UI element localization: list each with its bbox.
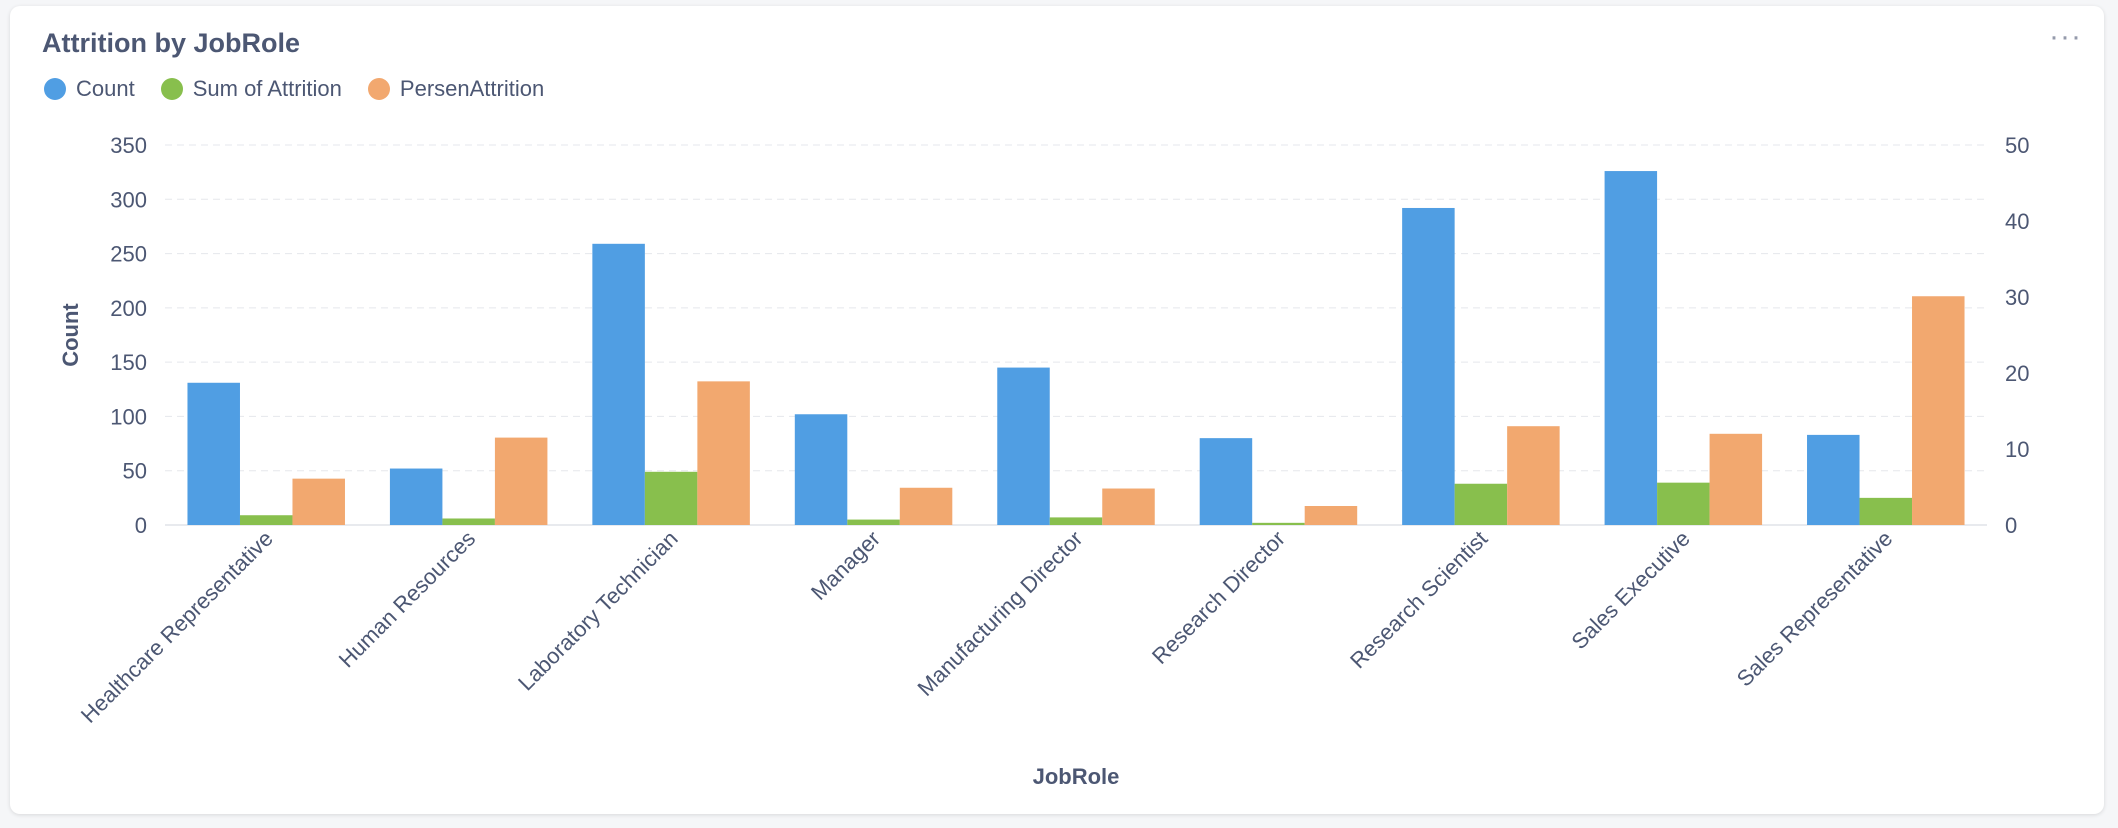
y-tick-label: 0 — [135, 513, 147, 538]
y2-tick-label: 50 — [2005, 133, 2029, 158]
bar-sum-of-attrition[interactable] — [847, 519, 900, 525]
y-tick-label: 150 — [110, 350, 147, 375]
bar-sum-of-attrition[interactable] — [239, 515, 293, 525]
bar-sum-of-attrition[interactable] — [1252, 522, 1305, 525]
legend-dot — [367, 78, 390, 100]
chart-title: Attrition by JobRole — [42, 28, 300, 58]
bar-persenattrition[interactable] — [1709, 433, 1763, 525]
x-tick-label: Sales Executive — [1567, 526, 1695, 654]
y-tick-label: 350 — [110, 133, 147, 158]
y-tick-label: 300 — [110, 187, 147, 212]
bar-count[interactable] — [592, 243, 645, 526]
bar-count[interactable] — [794, 414, 848, 525]
y2-tick-label: 10 — [2005, 437, 2029, 462]
bar-sum-of-attrition[interactable] — [1049, 517, 1103, 525]
bar-persenattrition[interactable] — [1912, 296, 1965, 525]
bar-persenattrition[interactable] — [697, 381, 750, 525]
legend-dot — [44, 78, 66, 100]
legend-item[interactable]: Count — [44, 76, 135, 102]
bar-sum-of-attrition[interactable] — [644, 471, 698, 525]
bar-persenattrition[interactable] — [292, 478, 345, 525]
x-tick-label: Manufacturing Director — [912, 526, 1087, 701]
y-tick-label: 250 — [110, 242, 147, 267]
y-tick-label: 100 — [110, 404, 147, 429]
legend-dot — [160, 78, 183, 100]
x-tick-label: Research Scientist — [1345, 526, 1492, 673]
legend-label: Count — [76, 76, 135, 101]
bar-count[interactable] — [187, 382, 240, 525]
y2-tick-label: 40 — [2005, 209, 2029, 234]
legend-label: PersenAttrition — [399, 76, 545, 101]
legend-item[interactable]: Sum of Attrition — [160, 76, 342, 102]
x-tick-label: Laboratory Technician — [513, 526, 683, 696]
bar-count[interactable] — [1199, 438, 1253, 525]
bar-count[interactable] — [1402, 207, 1455, 525]
y2-tick-label: 20 — [2005, 361, 2029, 386]
x-tick-label: Healthcare Representative — [76, 526, 278, 728]
chart-legend: Count Sum of Attrition PersenAttrition — [44, 76, 544, 102]
x-tick-label: Research Director — [1147, 526, 1290, 669]
y-tick-label: 50 — [123, 459, 147, 484]
x-tick-label: Manager — [806, 526, 885, 605]
y2-tick-label: 30 — [2005, 285, 2029, 310]
bar-persenattrition[interactable] — [1304, 506, 1358, 525]
y2-tick-label: 0 — [2005, 513, 2017, 538]
x-tick-label: Human Resources — [334, 526, 481, 673]
bar-persenattrition[interactable] — [1102, 488, 1155, 525]
bar-persenattrition[interactable] — [494, 437, 548, 525]
bar-count[interactable] — [997, 367, 1050, 525]
legend-item[interactable]: PersenAttrition — [367, 76, 545, 102]
x-axis-title: JobRole — [1033, 764, 1120, 789]
bar-count[interactable] — [1807, 434, 1860, 525]
more-options-icon[interactable]: ··· — [2049, 20, 2082, 53]
y-axis-title: Count — [58, 303, 83, 367]
y-tick-label: 200 — [110, 296, 147, 321]
bar-persenattrition[interactable] — [1507, 426, 1560, 525]
bar-sum-of-attrition[interactable] — [1657, 482, 1710, 525]
bar-sum-of-attrition[interactable] — [1859, 497, 1913, 525]
x-tick-label: Sales Representative — [1732, 526, 1898, 692]
bar-sum-of-attrition[interactable] — [442, 518, 495, 525]
bar-persenattrition[interactable] — [899, 487, 953, 525]
bar-count[interactable] — [389, 468, 443, 525]
chart-card: Attrition by JobRole ··· Count Sum of Att… — [10, 6, 2104, 814]
bar-sum-of-attrition[interactable] — [1454, 483, 1508, 525]
bar-count[interactable] — [1604, 171, 1658, 526]
legend-label: Sum of Attrition — [192, 76, 342, 101]
